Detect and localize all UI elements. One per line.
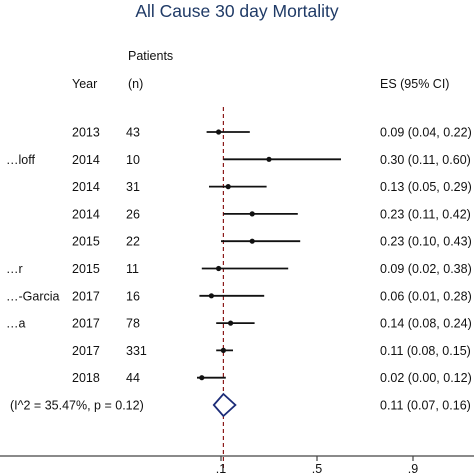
study-year: 2017 [72,344,100,358]
study-label: …a [6,317,26,331]
study-year: 2014 [72,153,100,167]
study-n: 26 [126,207,140,221]
overall-row: (I^2 = 35.47%, p = 0.12) 0.11 (0.07, 0.16… [10,392,471,418]
study-n: 331 [126,344,147,358]
study-n: 22 [126,235,140,249]
study-n: 78 [126,317,140,331]
overall-diamond [212,392,237,418]
study-rows: 2013 43 0.09 (0.04, 0.22) …loff 2014 10 0.30 (… [6,126,472,418]
x-tick-label: .1 [216,462,226,474]
x-tick-label: .9 [408,462,418,474]
study-row: 2013 43 0.09 (0.04, 0.22) [72,126,472,140]
x-axis: .1 .5 .9 [0,455,474,474]
es-label: 0.06 (0.01, 0.28) [380,289,472,303]
point-estimate [228,320,234,326]
study-row: 2015 22 0.23 (0.10, 0.43) [72,235,472,249]
study-n: 43 [126,126,140,140]
study-row: …a 2017 78 0.14 (0.08, 0.24) [6,317,472,331]
point-estimate [208,293,214,299]
year-header: Year [72,77,97,91]
es-label: 0.14 (0.08, 0.24) [380,317,472,331]
study-row: …r 2015 11 0.09 (0.02, 0.38) [6,262,472,276]
point-estimate [216,129,222,135]
study-year: 2018 [72,371,100,385]
study-row: 2018 44 0.02 (0.00, 0.12) [72,371,472,385]
study-n: 11 [126,262,139,276]
study-year: 2017 [72,289,100,303]
es-label: 0.13 (0.05, 0.29) [380,180,472,194]
x-tick-label: .5 [312,462,322,474]
patients-header: Patients [128,49,173,63]
study-row: 2017 331 0.11 (0.08, 0.15) [72,344,471,358]
chart-title: All Cause 30 day Mortality [135,1,339,21]
patients-n-header: (n) [128,77,143,91]
study-year: 2015 [72,262,100,276]
es-label: 0.30 (0.11, 0.60) [380,153,471,167]
point-estimate [199,375,205,381]
point-estimate [225,184,231,190]
es-label: 0.23 (0.10, 0.43) [380,235,472,249]
study-n: 16 [126,289,140,303]
study-row: 2014 31 0.13 (0.05, 0.29) [72,180,472,194]
study-n: 44 [126,371,140,385]
overall-es-label: 0.11 (0.07, 0.16) [380,399,471,413]
es-label: 0.02 (0.00, 0.12) [380,371,472,385]
point-estimate [266,156,272,162]
heterogeneity-label: (I^2 = 35.47%, p = 0.12) [10,399,144,413]
study-year: 2014 [72,207,100,221]
study-year: 2015 [72,235,100,249]
study-n: 31 [126,180,140,194]
study-label: …-Garcia [6,289,60,303]
study-row: 2014 26 0.23 (0.11, 0.42) [72,207,471,221]
study-year: 2017 [72,317,100,331]
es-label: 0.11 (0.08, 0.15) [380,344,471,358]
point-estimate [220,347,226,353]
es-label: 0.09 (0.02, 0.38) [380,262,472,276]
study-year: 2013 [72,126,100,140]
study-label: …r [6,262,23,276]
study-n: 10 [126,153,140,167]
point-estimate [249,211,255,217]
study-label: …loff [6,153,35,167]
point-estimate [216,265,222,272]
es-label: 0.23 (0.11, 0.42) [380,207,471,221]
es-label: 0.09 (0.04, 0.22) [380,126,472,140]
study-year: 2014 [72,180,100,194]
es-header: ES (95% CI) [380,77,449,91]
study-row: …-Garcia 2017 16 0.06 (0.01, 0.28) [6,289,472,303]
study-row: …loff 2014 10 0.30 (0.11, 0.60) [6,153,471,167]
point-estimate [249,238,255,244]
